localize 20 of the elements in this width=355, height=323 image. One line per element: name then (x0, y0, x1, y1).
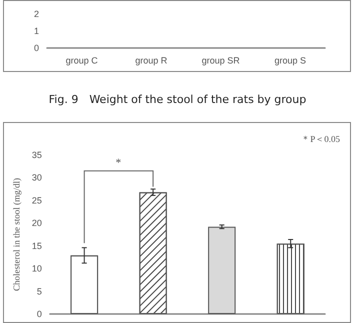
x-tick-label: group SR (202, 56, 240, 66)
y-tick-label: 1 (34, 26, 39, 36)
y-tick-label: 30 (32, 172, 42, 183)
y-tick-label: 20 (32, 218, 42, 228)
y-tick-label: 35 (32, 150, 42, 160)
y-tick-label: 10 (32, 264, 42, 274)
y-tick-label: 0 (34, 43, 39, 53)
text: Fig. 9 Weight of the stool of the rats by group (48, 92, 308, 107)
annotation: * (116, 156, 122, 169)
y-tick-label: 5 (36, 286, 42, 296)
x-tick-label: group R (135, 56, 168, 66)
y-tick-label: 15 (32, 240, 42, 251)
bar (208, 226, 236, 314)
y-axis-title: Cholesterol in the stool (mg/dl) (12, 178, 22, 291)
text: ＊P＜0.05 (301, 133, 340, 146)
x-tick-label: group C (66, 56, 98, 66)
y-tick-label: 0 (36, 309, 42, 319)
x-tick-label: group S (274, 56, 306, 66)
y-tick-label: 2 (34, 9, 39, 20)
y-tick-label: 25 (32, 195, 42, 206)
